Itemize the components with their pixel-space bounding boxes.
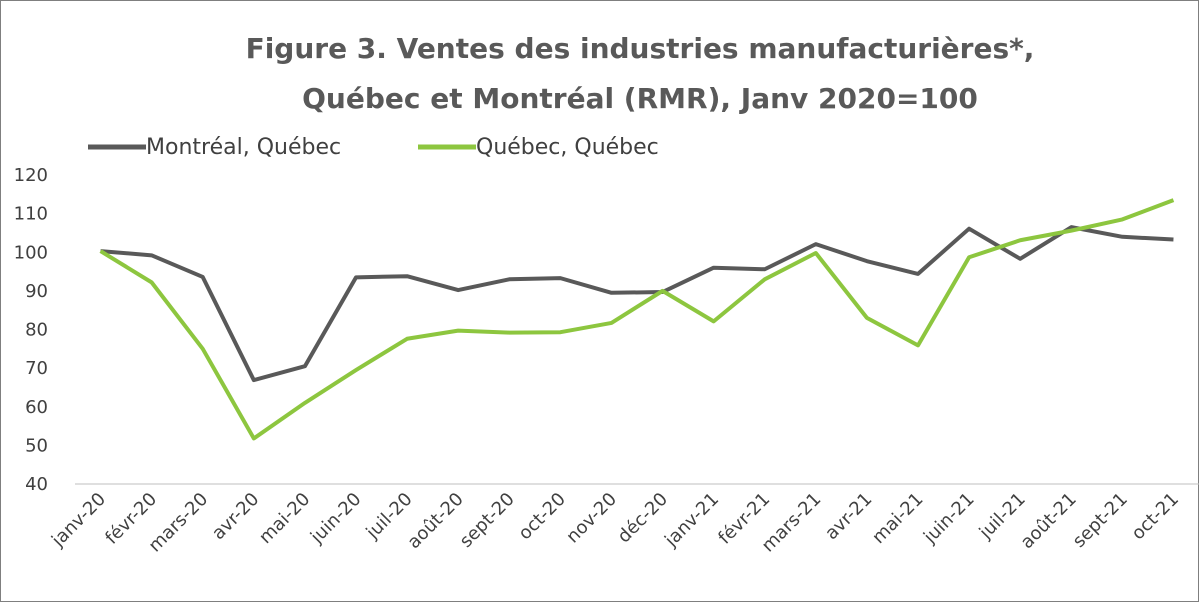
legend-label: Montréal, Québec xyxy=(146,135,341,160)
y-tick-label: 70 xyxy=(25,358,48,379)
legend-label: Québec, Québec xyxy=(476,135,659,160)
y-tick-label: 110 xyxy=(14,204,48,225)
y-tick-label: 100 xyxy=(14,242,48,263)
y-tick-label: 90 xyxy=(25,281,48,302)
y-tick-label: 80 xyxy=(25,320,48,341)
chart-title: Québec et Montréal (RMR), Janv 2020=100 xyxy=(302,82,978,115)
y-tick-label: 120 xyxy=(14,165,48,186)
line xyxy=(99,198,1175,441)
y-tick-label: 60 xyxy=(25,397,48,418)
y-tick-label: 50 xyxy=(25,435,48,456)
y-tick-label: 40 xyxy=(25,474,48,495)
chart-title: Figure 3. Ventes des industries manufact… xyxy=(246,32,1035,65)
line xyxy=(100,225,1174,383)
